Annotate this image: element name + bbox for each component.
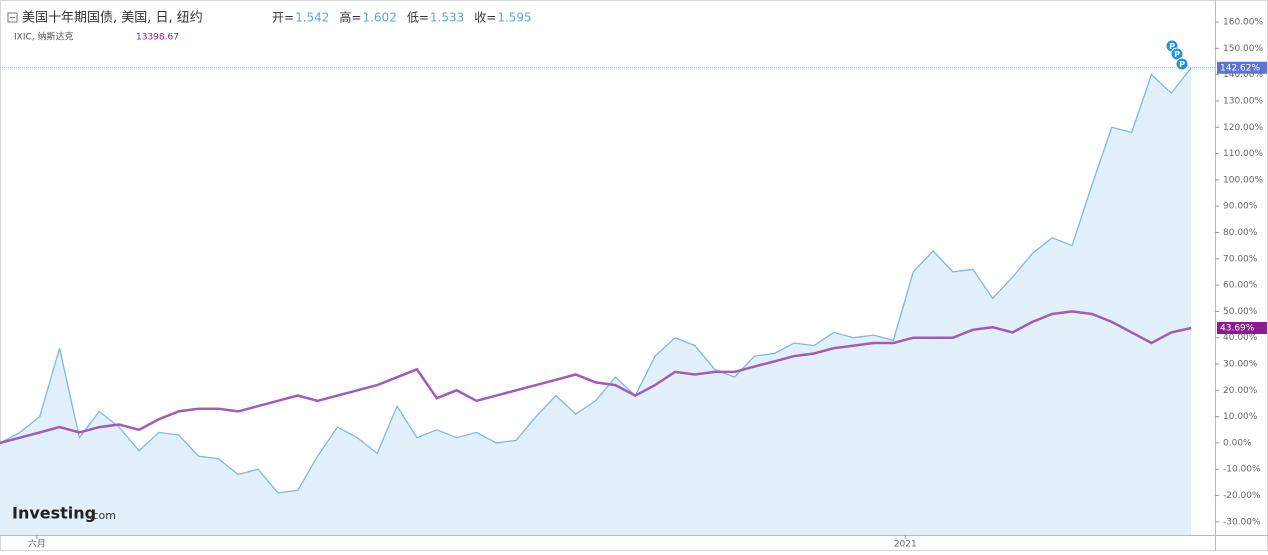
series-title: 美国十年期国债, 美国, 日, 纽约 [22, 11, 203, 26]
ohlc-label: 高= [339, 10, 361, 25]
y-tick-label: 130.00% [1223, 96, 1263, 106]
header: 美国十年期国债, 美国, 日, 纽约 IXIC, 纳斯达克 Investing … [7, 10, 532, 523]
event-marker [1175, 57, 1189, 71]
y-tick-label: -20.00% [1223, 491, 1261, 501]
series-area [0, 67, 1192, 536]
y-tick-label: 80.00% [1223, 228, 1258, 238]
y-tick-label: 140.00% [1223, 70, 1263, 80]
series-title: IXIC, 纳斯达克 [14, 31, 73, 43]
y-tick-label: 120.00% [1223, 123, 1263, 133]
y-tick-label: 100.00% [1223, 175, 1263, 185]
x-tick-label: 2021 [894, 540, 917, 550]
value-label-bg [1217, 61, 1267, 74]
y-tick-label: 150.00% [1223, 44, 1263, 54]
y-tick-label: 160.00% [1223, 18, 1263, 28]
ohlc-label: 低= [407, 11, 429, 25]
y-tick-label: 70.00% [1223, 254, 1258, 264]
ohlc-label: 开= [272, 11, 294, 25]
secondary-value: 13398.67 [136, 33, 179, 43]
y-tick-label: -30.00% [1223, 517, 1261, 527]
logo-suffix: .com [89, 509, 116, 522]
ohlc-value: 1.602 [362, 11, 396, 25]
y-tick-label: 20.00% [1223, 386, 1258, 396]
event-marker-icon: P [1174, 50, 1180, 59]
ohlc-value: 1.533 [430, 11, 464, 25]
event-marker-icon: P [1179, 60, 1185, 69]
collapse-icon[interactable] [7, 12, 18, 23]
y-tick-label: 40.00% [1223, 333, 1258, 343]
y-tick-label: 50.00% [1223, 307, 1258, 317]
y-tick-label: -10.00% [1223, 465, 1261, 475]
ohlc-value: 1.542 [295, 11, 329, 25]
value-label: 142.62% [1220, 63, 1260, 73]
plot-area [0, 67, 1215, 536]
event-marker-icon: P [1169, 42, 1175, 51]
y-tick-label: 110.00% [1223, 149, 1263, 159]
ohlc-value: 1.595 [497, 11, 531, 25]
y-tick-label: 60.00% [1223, 281, 1258, 291]
value-label-bg [1217, 322, 1267, 335]
y-tick-label: 30.00% [1223, 360, 1258, 370]
y-tick-label: 90.00% [1223, 202, 1258, 212]
y-tick-label: 0.00% [1223, 438, 1252, 448]
series-line [0, 67, 1192, 494]
y-tick-label: 10.00% [1223, 412, 1258, 422]
series-line [0, 310, 1192, 445]
value-label: 43.69% [1220, 324, 1255, 334]
ohlc-label: 收= [474, 11, 496, 25]
x-tick-label: 六月 [28, 538, 46, 550]
logo-brand: Investing [12, 504, 96, 523]
